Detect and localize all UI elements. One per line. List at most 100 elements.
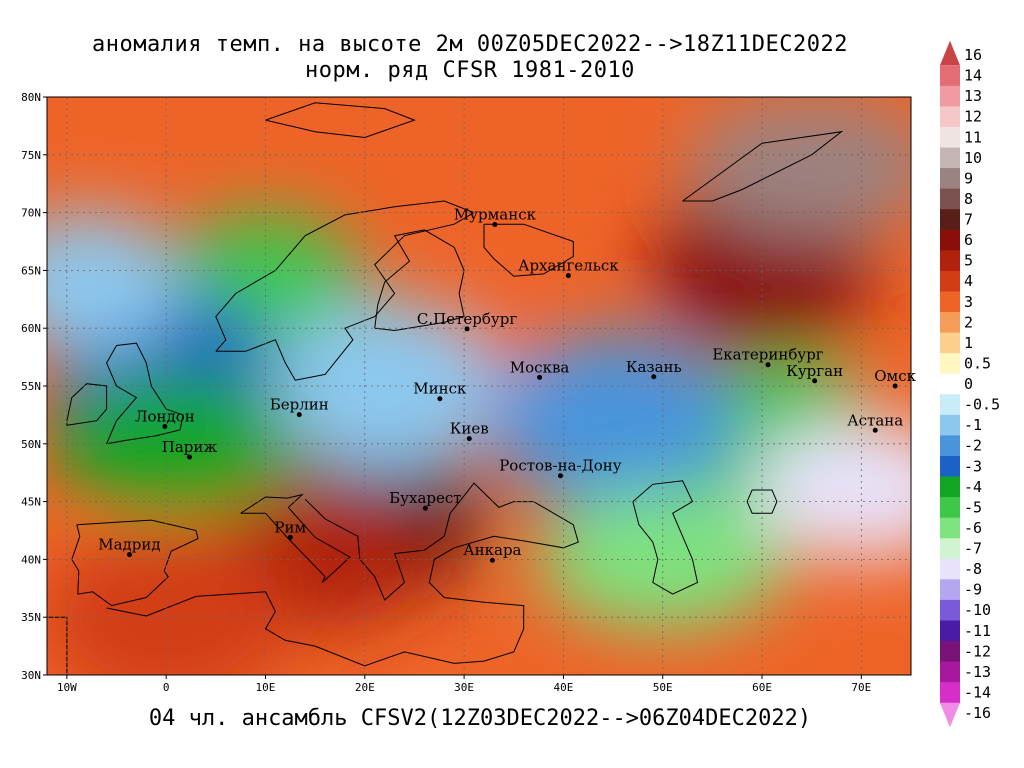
- colorbar-cell: [940, 106, 960, 128]
- lon-tick-label: 0: [163, 681, 170, 694]
- city-label: Берлин: [270, 396, 329, 414]
- city-label: Лондон: [135, 407, 195, 425]
- city-marker: [287, 534, 293, 540]
- colorbar-cell: [940, 168, 960, 190]
- coastline: [265, 102, 416, 139]
- colorbar-label: 10: [964, 149, 982, 167]
- colorbar-label: -13: [964, 663, 991, 681]
- lon-tick-label: 60E: [752, 681, 772, 694]
- colorbar-cell: [940, 476, 960, 498]
- map-subtitle: норм. ряд CFSR 1981-2010: [305, 58, 635, 83]
- colorbar-label: 6: [964, 231, 973, 249]
- colorbar-cell: [940, 209, 960, 231]
- lat-tick-label: 75N: [21, 149, 41, 162]
- colorbar-label: -10: [964, 601, 991, 619]
- city-marker: [464, 326, 470, 332]
- city-label: Астана: [847, 411, 903, 429]
- anomaly-region: [686, 97, 911, 237]
- anomaly-region: [47, 529, 292, 675]
- lat-tick-label: 30N: [21, 669, 41, 682]
- colorbar-cell: [940, 188, 960, 210]
- city-marker: [537, 374, 543, 380]
- lat-tick-label: 80N: [21, 91, 41, 104]
- colorbar-cell: [940, 394, 960, 416]
- colorbar-cell: [940, 455, 960, 478]
- lon-tick-label: 10E: [256, 681, 276, 694]
- lat-tick-label: 65N: [21, 264, 41, 277]
- colorbar-cell: [940, 373, 960, 395]
- colorbar-label: 8: [964, 190, 973, 208]
- colorbar-label: -8: [964, 560, 982, 578]
- colorbar-label: 13: [964, 87, 982, 105]
- city-label: Киев: [450, 420, 489, 438]
- lon-tick-label: 10W: [57, 681, 77, 694]
- city-label: Мурманск: [454, 206, 537, 224]
- coastline: [215, 200, 476, 381]
- lon-tick-label: 50E: [653, 681, 673, 694]
- colorbar-label: -11: [964, 622, 991, 640]
- city-label: Анкара: [463, 541, 521, 559]
- colorbar-cell: [940, 332, 960, 354]
- lat-tick-label: 60N: [21, 322, 41, 335]
- colorbar-label: 1: [964, 334, 973, 352]
- coastline: [66, 383, 108, 426]
- colorbar-cell: [940, 40, 960, 66]
- graticule: [47, 97, 911, 675]
- city-label: С.Петербург: [417, 310, 517, 328]
- ensemble-footer: 04 чл. ансамбль CFSV2(12Z03DEC2022-->06Z…: [148, 706, 812, 731]
- city-label: Бухарест: [389, 489, 461, 507]
- colorbar-cell: [940, 517, 960, 539]
- city-label: Архангельск: [518, 257, 619, 275]
- colorbar: 16 14 13 12 11 10 9 8 7 6 5 4 3 2 1 0.5 0 -0.5 -1 -2 -3 -4 -5 -…: [940, 40, 1000, 728]
- coastline: [632, 480, 699, 595]
- colorbar-label: 0: [964, 375, 973, 393]
- lat-tick-label: 55N: [21, 380, 41, 393]
- field-regions: [47, 97, 911, 675]
- colorbar-cell: [940, 538, 960, 560]
- lat-tick-label: 50N: [21, 438, 41, 451]
- colorbar-cell: [940, 250, 960, 272]
- colorbar-cell: [940, 85, 960, 107]
- city-label: Рим: [274, 518, 306, 536]
- colorbar-label: -9: [964, 581, 982, 599]
- colorbar-label: -7: [964, 540, 982, 558]
- lat-tick-label: 40N: [21, 553, 41, 566]
- lon-tick-label: 30E: [454, 681, 474, 694]
- lon-tick-label: 20E: [355, 681, 375, 694]
- colorbar-label: -0.5: [964, 396, 1000, 414]
- coastline: [106, 482, 579, 667]
- coastline: [47, 616, 68, 675]
- colorbar-cell: [940, 497, 960, 519]
- lat-tick-label: 35N: [21, 611, 41, 624]
- colorbar-label: -12: [964, 642, 991, 660]
- colorbar-cell: [940, 641, 960, 663]
- colorbar-cell: [940, 414, 960, 436]
- axis-ticks: 80N 75N 70N 65N 60N 55N 50N 45N 40N 35N 30N 10W 0 10E…: [21, 91, 871, 694]
- colorbar-label: 9: [964, 169, 973, 187]
- city-marker: [126, 552, 132, 558]
- city-label: Ростов-на-Дону: [499, 457, 622, 475]
- colorbar-cell: [940, 291, 960, 313]
- colorbar-cell: [940, 65, 960, 87]
- coastline: [483, 223, 574, 277]
- colorbar-label: 3: [964, 293, 973, 311]
- colorbar-label: -6: [964, 519, 982, 537]
- city-marker: [422, 505, 428, 511]
- colorbar-cell: [940, 558, 960, 580]
- city-marker: [565, 273, 571, 279]
- city-label: Москва: [510, 358, 570, 376]
- colorbar-label: -3: [964, 457, 982, 475]
- colorbar-cell: [940, 353, 960, 375]
- anomaly-region: [47, 211, 182, 352]
- city-label: Казань: [626, 358, 682, 376]
- map-title: аномалия темп. на высоте 2м 00Z05DEC2022…: [92, 32, 848, 57]
- colorbar-label: -1: [964, 416, 982, 434]
- colorbar-label: -16: [964, 704, 991, 722]
- lat-tick-label: 70N: [21, 207, 41, 220]
- colorbar-cell: [940, 682, 960, 704]
- colorbar-cell: [940, 435, 960, 457]
- city-marker: [296, 412, 302, 418]
- colorbar-label: 11: [964, 128, 982, 146]
- colorbar-label: 16: [964, 46, 982, 64]
